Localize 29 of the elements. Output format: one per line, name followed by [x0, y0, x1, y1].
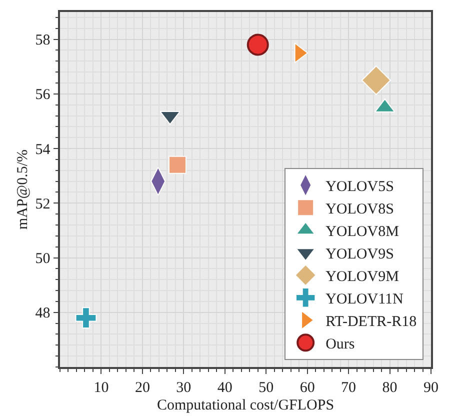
- y-tick-label: 50: [35, 251, 50, 268]
- legend-label: YOLOV8S: [326, 202, 394, 218]
- y-axis-title: mAP@0.5/%: [15, 149, 31, 230]
- legend-label: YOLOV8M: [326, 224, 399, 240]
- legend-label: Ours: [326, 336, 355, 352]
- y-tick-label: 56: [35, 87, 51, 104]
- x-tick-label: 60: [300, 380, 315, 396]
- y-tick-label: 52: [35, 196, 50, 212]
- x-axis-title: Computational cost/GFLOPS: [156, 397, 334, 414]
- legend-label: YOLOV9M: [326, 269, 399, 285]
- x-tick-label: 70: [341, 380, 356, 396]
- x-tick-label: 90: [424, 380, 438, 396]
- legend-label: YOLOV11N: [326, 292, 404, 308]
- point: [361, 65, 391, 96]
- y-tick-label: 58: [35, 32, 50, 49]
- point: [246, 34, 269, 56]
- legend-label: RT-DETR-R18: [326, 314, 417, 330]
- x-tick-label: 30: [176, 380, 192, 396]
- point: [168, 156, 186, 174]
- x-tick-label: 80: [382, 380, 398, 396]
- x-tick-label: 40: [217, 380, 232, 396]
- y-tick-label: 54: [35, 142, 51, 158]
- x-tick-label: 20: [134, 380, 150, 396]
- legend-label: YOLOV9S: [326, 246, 394, 262]
- point: [75, 307, 97, 329]
- legend-label: YOLOV5S: [326, 179, 394, 195]
- y-tick-label: 48: [35, 306, 50, 322]
- x-tick-label: 10: [94, 380, 109, 396]
- x-tick-label: 50: [258, 380, 274, 396]
